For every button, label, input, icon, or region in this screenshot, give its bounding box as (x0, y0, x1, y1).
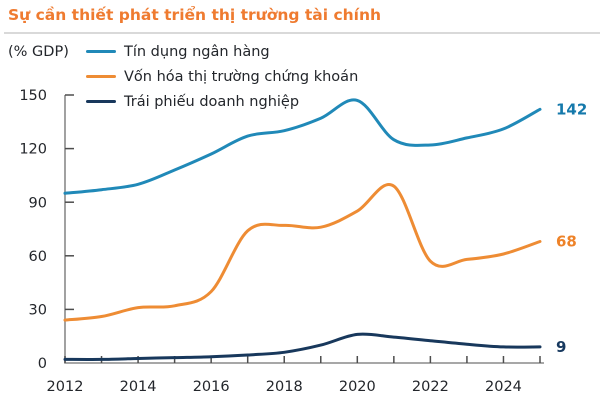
x-tick-label: 2022 (412, 379, 449, 395)
legend-label: Trái phiếu doanh nghiệp (124, 93, 300, 110)
x-tick-label: 2020 (339, 379, 376, 395)
y-tick-label: 0 (38, 356, 47, 372)
series-end-label-1: 68 (556, 233, 577, 251)
x-tick-label: 2014 (120, 379, 157, 395)
line-swatch-icon (86, 75, 116, 78)
y-axis-unit-label: (% GDP) (8, 44, 69, 60)
x-tick-label: 2024 (485, 379, 522, 395)
legend-label: Vốn hóa thị trường chứng khoán (124, 68, 359, 85)
x-tick-label: 2012 (47, 379, 84, 395)
series-end-label-2: 9 (556, 338, 566, 356)
line-swatch-icon (86, 50, 116, 53)
y-tick-label: 120 (19, 142, 47, 158)
legend-item-bank-credit: Tín dụng ngân hàng (86, 39, 358, 64)
line-swatch-icon (86, 100, 116, 103)
y-tick-label: 30 (29, 302, 47, 318)
x-tick-label: 2018 (266, 379, 303, 395)
legend-item-stock-market-cap: Vốn hóa thị trường chứng khoán (86, 64, 358, 89)
series-line-2 (63, 332, 542, 361)
y-tick-label: 90 (29, 195, 47, 211)
chart-title: Sự cần thiết phát triển thị trường tài c… (8, 6, 382, 24)
legend-label: Tín dụng ngân hàng (124, 43, 270, 60)
series-line-1 (63, 183, 542, 322)
series-line-0 (63, 98, 542, 195)
title-divider (4, 32, 600, 34)
axis-lines (64, 95, 544, 364)
legend-item-corporate-bonds: Trái phiếu doanh nghiệp (86, 89, 358, 114)
x-tick-label: 2016 (193, 379, 230, 395)
chart-legend: Tín dụng ngân hàng Vốn hóa thị trường ch… (86, 39, 358, 114)
y-tick-label: 60 (29, 249, 47, 265)
y-tick-label: 150 (19, 88, 47, 104)
series-end-label-0: 142 (556, 100, 587, 118)
